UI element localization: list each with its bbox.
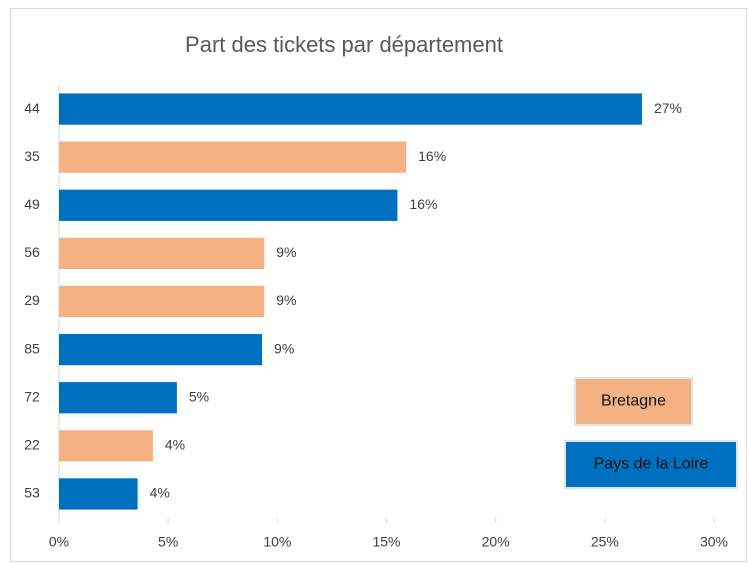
data-label: 4%: [150, 485, 170, 501]
data-label: 5%: [189, 388, 209, 404]
bar: [59, 382, 177, 414]
x-tick-label: 10%: [263, 534, 291, 550]
y-tick-label: 56: [24, 244, 40, 260]
y-tick-label: 49: [24, 196, 40, 212]
x-tick-label: 5%: [158, 534, 178, 550]
bar: [59, 285, 265, 318]
y-tick-label: 22: [24, 437, 40, 453]
y-tick-label: 29: [24, 292, 40, 308]
legend-box: [564, 440, 738, 489]
data-label: 16%: [418, 148, 446, 164]
bar: [59, 333, 263, 366]
legend-label: Bretagne: [601, 393, 666, 410]
bar: [59, 141, 407, 173]
y-tick-label: 53: [24, 485, 40, 501]
x-tick-label: 15%: [372, 534, 400, 550]
bar: [59, 430, 153, 462]
x-tick-label: 0%: [49, 534, 69, 550]
x-tick-label: 25%: [591, 534, 619, 550]
data-label: 9%: [274, 340, 294, 356]
y-tick-label: 44: [24, 100, 40, 116]
data-label: 9%: [276, 292, 296, 308]
legend-box: [574, 377, 693, 426]
bar: [59, 237, 265, 270]
legend-label: Pays de la Loire: [594, 456, 709, 473]
data-label: 9%: [276, 244, 296, 260]
data-label: 27%: [654, 100, 682, 116]
y-tick-label: 72: [24, 388, 40, 404]
y-tick-label: 85: [24, 340, 40, 356]
chart-title: Part des tickets par département: [185, 32, 503, 57]
x-tick-label: 30%: [700, 534, 728, 550]
data-label: 16%: [409, 196, 437, 212]
bar: [59, 93, 642, 125]
bar: [59, 478, 138, 510]
bar: [59, 189, 398, 221]
x-tick-label: 20%: [482, 534, 510, 550]
data-label: 4%: [165, 437, 185, 453]
y-tick-label: 35: [24, 148, 40, 164]
